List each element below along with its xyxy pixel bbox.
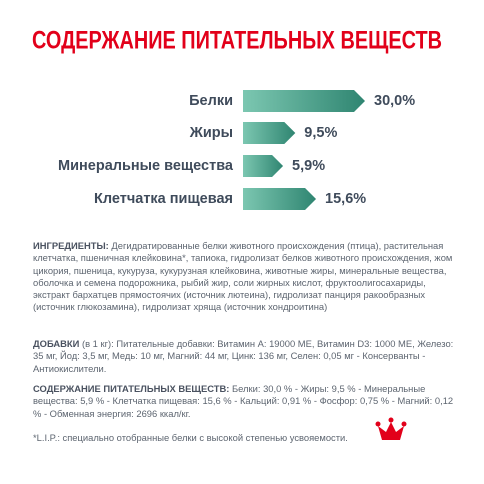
category-label: Жиры bbox=[189, 125, 233, 141]
arrow-bar bbox=[243, 188, 317, 210]
label: ИНГРЕДИЕНТЫ: bbox=[33, 240, 109, 251]
category-label: Клетчатка пищевая bbox=[94, 191, 233, 207]
ingredients: ИНГРЕДИЕНТЫ: Дегидратированные белки жив… bbox=[33, 240, 458, 314]
value-label: 9,5% bbox=[304, 125, 337, 141]
category-label: Минеральные вещества bbox=[58, 158, 234, 174]
label: ДОБАВКИ bbox=[33, 338, 80, 349]
logo bbox=[375, 417, 407, 440]
value-label: 5,9% bbox=[292, 158, 325, 174]
text: (в 1 кг): Питательные добавки: Витамин А… bbox=[33, 338, 454, 374]
nutrients: СОДЕРЖАНИЕ ПИТАТЕЛЬНЫХ ВЕЩЕСТВ: Белки: 3… bbox=[33, 383, 458, 420]
additives: ДОБАВКИ (в 1 кг): Питательные добавки: В… bbox=[33, 338, 458, 375]
label: СОДЕРЖАНИЕ ПИТАТЕЛЬНЫХ ВЕЩЕСТВ: bbox=[33, 383, 230, 394]
chart-title: СОДЕРЖАНИЕ ПИТАТЕЛЬНЫХ ВЕЩЕСТВ bbox=[32, 27, 442, 55]
text: Дегидратированные белки животного происх… bbox=[33, 240, 453, 313]
value-label: 30,0% bbox=[374, 93, 415, 109]
value-label: 15,6% bbox=[325, 191, 366, 207]
arrow-bar bbox=[243, 122, 296, 144]
category-label: Белки bbox=[189, 93, 233, 109]
arrow-bar bbox=[243, 155, 284, 177]
text: Белки: 30,0 % - Жиры: 9,5 % - Минеральны… bbox=[33, 383, 454, 419]
footnote: *L.I.P.: специально отобранные белки с в… bbox=[33, 432, 348, 443]
arrow-bar bbox=[243, 90, 365, 112]
